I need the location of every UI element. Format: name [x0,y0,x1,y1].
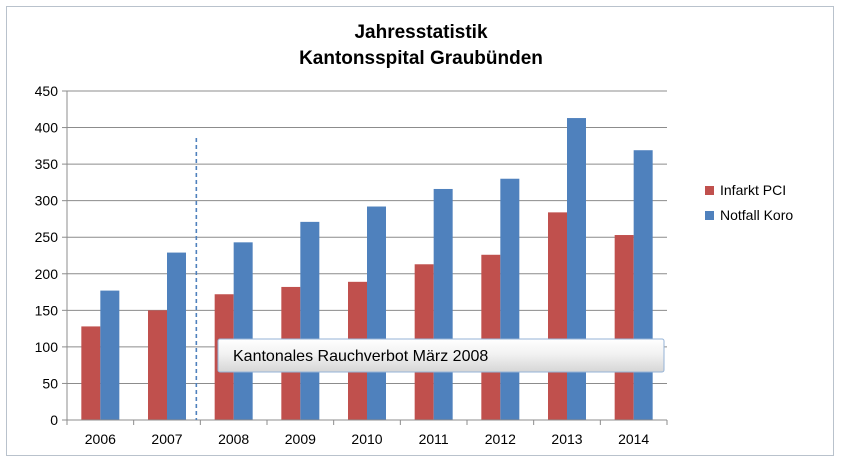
bar-infarkt-pci [614,235,634,420]
x-axis-ticks: 2006 2007 2008 2009 2010 2011 2012 2013 2014 [66,420,668,447]
bar-notfall-koro [300,221,320,420]
y-tick-label: 250 [35,229,59,245]
y-tick-label: 50 [42,375,58,391]
legend-swatch-notfall-koro [705,211,714,220]
axes [66,91,667,421]
bar-notfall-koro [500,178,520,420]
x-tick-label: 2013 [551,431,582,447]
y-tick-label: 100 [35,339,59,355]
bar-notfall-koro [633,150,653,420]
bar-infarkt-pci [81,326,101,420]
y-tick-label: 0 [50,412,58,428]
bar-notfall-koro [567,118,586,420]
legend-label-notfall-koro: Notfall Koro [720,207,793,223]
x-tick-label: 2012 [485,431,516,447]
y-tick-label: 350 [35,156,59,172]
bar-infarkt-pci [481,254,501,420]
x-tick-label: 2011 [419,431,449,447]
y-tick-label: 400 [35,120,59,136]
annotation-text: Kantonales Rauchverbot März 2008 [233,348,488,365]
bar-notfall-koro [367,206,386,420]
legend: Infarkt PCI Notfall Koro [705,182,793,223]
bar-notfall-koro [167,252,186,420]
annotation-box [217,338,665,373]
x-tick-label: 2014 [618,431,649,447]
annotation-callout: Kantonales Rauchverbot März 2008 [217,338,665,373]
bars [81,118,653,420]
bar-notfall-koro [233,242,253,420]
x-tick-label: 2009 [285,431,316,447]
y-tick-label: 200 [35,266,59,282]
bar-infarkt-pci [148,310,167,420]
x-tick-label: 2008 [218,431,249,447]
legend-label-infarkt-pci: Infarkt PCI [720,182,786,198]
legend-swatch-infarkt-pci [705,186,714,195]
y-tick-label: 450 [35,83,59,99]
y-axis-ticks: 0 50 100 150 200 250 300 350 400 450 [35,83,67,428]
chart-title-line-2: Kantonsspital Graubünden [299,48,543,69]
chart-title-line-1: Jahresstatistik [354,22,488,43]
bar-notfall-koro [433,188,453,420]
x-tick-label: 2010 [351,431,382,447]
x-tick-label: 2007 [151,431,182,447]
bar-notfall-koro [100,290,120,420]
bar-infarkt-pci [548,212,567,420]
x-tick-label: 2006 [85,431,116,447]
y-tick-label: 150 [35,302,59,318]
y-tick-label: 300 [35,193,59,209]
